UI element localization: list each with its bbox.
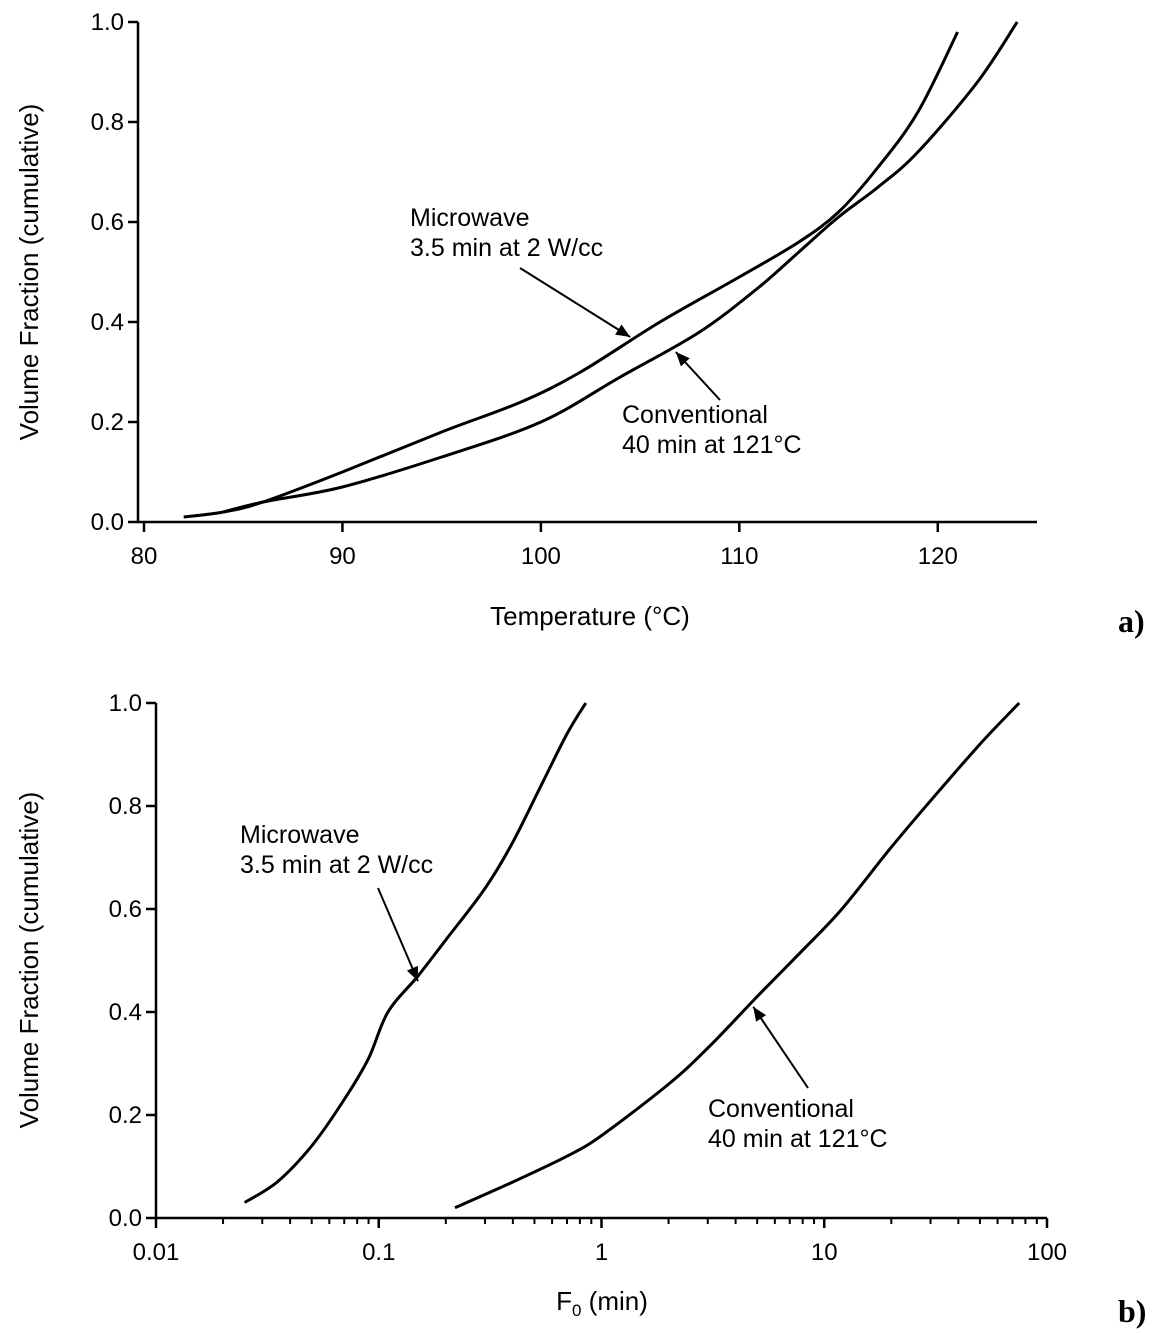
annotation-line: Microwave [410,204,529,232]
panel-a-x-ticks: 80 90 100 110 120 [131,522,958,570]
annotation-line: Conventional [708,1095,854,1123]
y-tick-label: 0.2 [91,409,124,436]
annotation-line: 3.5 min at 2 W/cc [240,851,433,879]
panel-b-x-axis-title-unit: (min) [581,1286,647,1316]
panel-b-y-axis-title: Volume Fraction (cumulative) [14,792,44,1129]
panel-a-annotations: Microwave 3.5 min at 2 W/cc Conventional 40… [410,204,802,459]
y-tick-label: 0.4 [91,309,124,336]
panel-b-axes [154,703,1047,1220]
y-tick-label: 0.0 [109,1205,142,1232]
y-tick-label: 1.0 [91,9,124,36]
x-tick-label: 0.01 [133,1239,180,1266]
y-tick-label: 0.8 [91,109,124,136]
y-tick-label: 0.6 [91,209,124,236]
annotation-line: Microwave [240,821,359,849]
panel-b-x-ticks: 0.01 0.1 1 10 100 [133,1218,1067,1266]
annotation-arrow-head [675,352,690,367]
annotation-arrow-line [752,1006,809,1089]
conventional-annotation: Conventional 40 min at 121°C [708,1095,888,1153]
x-tick-label: 10 [811,1239,838,1266]
x-tick-label: 90 [329,543,356,570]
annotation-arrow-head [406,965,418,982]
panel-b-x-axis-title: F0 (min) [556,1286,648,1320]
microwave-annotation: Microwave 3.5 min at 2 W/cc [410,204,603,262]
conventional-annotation: Conventional 40 min at 121°C [622,401,802,459]
panel-b-x-axis-title-main: F [556,1286,572,1316]
panel-a-axes [136,22,1037,524]
annotation-line: 3.5 min at 2 W/cc [410,234,603,262]
panel-a-series [183,21,1019,519]
panel-a-temperature-chart: 0.0 0.2 0.4 0.6 0.8 1.0 80 90 100 110 120 Microwa… [14,9,1145,639]
panel-b-f0-chart: 0.0 0.2 0.4 0.6 0.8 1.0 0.01 0.1 1 10 100 Microwa… [14,690,1146,1329]
annotation-line: Conventional [622,401,768,429]
x-tick-label: 110 [720,543,758,570]
y-tick-label: 0.0 [91,509,124,536]
annotation-line: 40 min at 121°C [708,1125,888,1153]
annotation-arrow-line [519,267,631,338]
microwave-annotation: Microwave 3.5 min at 2 W/cc [240,821,433,879]
panel-b-annotations: Microwave 3.5 min at 2 W/cc Conventional 40… [240,821,888,1153]
x-tick-label: 100 [521,543,561,570]
x-tick-label: 1 [595,1239,608,1266]
panel-a-y-ticks: 0.0 0.2 0.4 0.6 0.8 1.0 [91,9,138,536]
x-tick-label: 0.1 [362,1239,395,1266]
microwave-series-line [183,31,959,519]
annotation-line: 40 min at 121°C [622,431,802,459]
annotation-arrow-line [377,887,419,982]
y-tick-label: 0.8 [109,793,142,820]
panel-b-y-ticks: 0.0 0.2 0.4 0.6 0.8 1.0 [109,690,156,1232]
annotation-arrow-head [753,1006,767,1022]
conventional-series-line [223,21,1019,514]
panel-b-label: b) [1118,1293,1146,1329]
microwave-series-line [243,702,588,1204]
x-tick-label: 80 [131,543,158,570]
y-tick-label: 0.2 [109,1102,142,1129]
panel-b-series [243,701,1021,1210]
annotation-arrow-head [615,324,631,337]
y-tick-label: 0.4 [109,999,142,1026]
conventional-series-line [454,701,1021,1210]
panel-a-x-axis-title: Temperature (°C) [490,601,690,631]
panel-b-x-axis-title-subscript: 0 [572,1301,581,1320]
y-tick-label: 0.6 [109,896,142,923]
panel-a-label: a) [1118,603,1145,639]
x-tick-label: 120 [918,543,958,570]
panel-a-y-axis-title: Volume Fraction (cumulative) [14,104,44,441]
x-tick-label: 100 [1027,1239,1067,1266]
y-tick-label: 1.0 [109,690,142,717]
